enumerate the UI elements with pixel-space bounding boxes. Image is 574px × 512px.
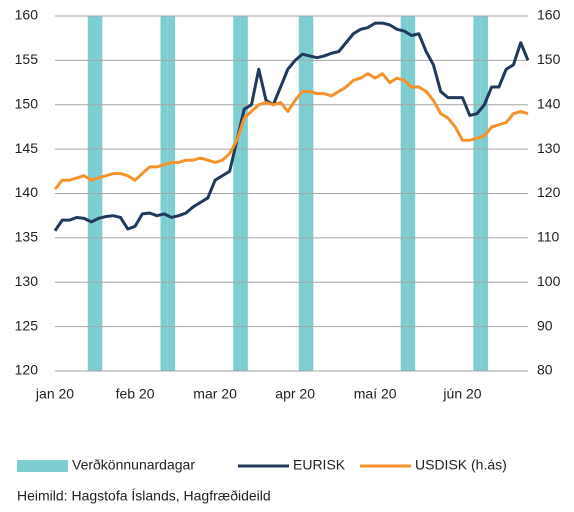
x-tick-label: maí 20 (354, 386, 397, 402)
y2-tick-label: 110 (537, 229, 560, 245)
x-tick-label: apr 20 (275, 386, 315, 402)
x-tick-label: mar 20 (193, 386, 237, 402)
y-tick-label: 140 (15, 184, 39, 200)
legend-label: EURISK (293, 457, 346, 473)
y-tick-label: 160 (15, 7, 39, 23)
y-tick-label: 150 (15, 95, 39, 111)
y-tick-label: 145 (15, 140, 39, 156)
y2-tick-label: 130 (537, 140, 561, 156)
legend-label: Verðkönnunardagar (72, 457, 195, 473)
y-tick-label: 155 (15, 51, 39, 67)
series-line (53, 72, 529, 191)
y2-tick-label: 150 (537, 51, 561, 67)
y-tick-label: 120 (15, 362, 39, 378)
y-tick-label: 130 (15, 273, 39, 289)
x-tick-label: jan 20 (35, 386, 74, 402)
legend-label: USDISK (h.ás) (415, 457, 507, 473)
y-tick-label: 135 (15, 229, 39, 245)
series-line (53, 21, 530, 232)
y2-tick-label: 160 (537, 7, 561, 23)
x-tick-label: jún 20 (442, 386, 481, 402)
y2-tick-label: 100 (537, 273, 561, 289)
x-tick-label: feb 20 (116, 386, 155, 402)
y2-tick-label: 80 (537, 362, 553, 378)
source-note: Heimild: Hagstofa Íslands, Hagfræðideild (17, 488, 271, 504)
legend-swatch (17, 460, 68, 472)
y2-tick-label: 90 (537, 317, 553, 333)
y2-tick-label: 120 (537, 184, 561, 200)
y-tick-label: 125 (15, 317, 39, 333)
y2-tick-label: 140 (537, 95, 561, 111)
